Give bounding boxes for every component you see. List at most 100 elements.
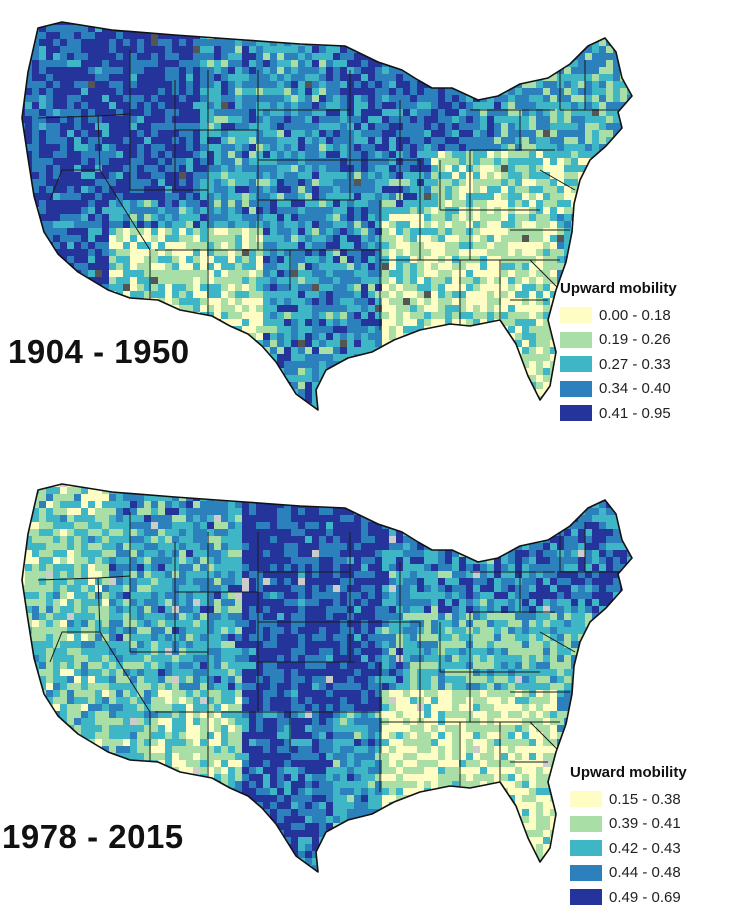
county-cell xyxy=(438,620,446,628)
us-county-choropleth-map xyxy=(21,483,633,873)
county-cell xyxy=(326,529,334,537)
county-cell xyxy=(235,88,243,96)
county-cell xyxy=(557,200,565,208)
county-cell xyxy=(361,529,369,537)
county-cell xyxy=(263,172,271,180)
county-cell xyxy=(459,228,467,236)
county-cell xyxy=(193,284,201,292)
county-cell xyxy=(340,235,348,243)
county-cell xyxy=(543,249,551,257)
county-cell xyxy=(382,151,390,159)
county-cell xyxy=(270,228,278,236)
county-cell xyxy=(130,284,138,292)
county-cell xyxy=(382,641,390,649)
county-cell xyxy=(508,116,516,124)
county-cell xyxy=(221,305,229,313)
county-cell xyxy=(214,200,222,208)
county-cell xyxy=(620,88,628,96)
county-cell xyxy=(312,88,320,96)
county-cell xyxy=(200,501,208,509)
county-cell xyxy=(466,109,474,117)
county-cell xyxy=(522,571,530,579)
county-cell xyxy=(487,284,495,292)
county-cell xyxy=(445,221,453,229)
county-cell xyxy=(417,613,425,621)
county-cell xyxy=(340,179,348,187)
county-cell xyxy=(298,326,306,334)
county-cell xyxy=(340,613,348,621)
county-cell xyxy=(501,564,509,572)
county-cell xyxy=(81,221,89,229)
county-cell xyxy=(25,571,33,579)
county-cell xyxy=(494,592,502,600)
county-cell xyxy=(326,158,334,166)
county-cell xyxy=(221,284,229,292)
county-cell xyxy=(179,207,187,215)
county-cell xyxy=(606,592,614,600)
county-cell xyxy=(487,627,495,635)
county-cell xyxy=(193,39,201,47)
county-cell xyxy=(445,606,453,614)
county-cell xyxy=(501,599,509,607)
county-cell xyxy=(508,109,516,117)
county-cell xyxy=(410,564,418,572)
county-cell xyxy=(445,277,453,285)
county-cell xyxy=(32,641,40,649)
county-cell xyxy=(312,221,320,229)
county-cell xyxy=(214,634,222,642)
county-cell xyxy=(410,571,418,579)
county-cell xyxy=(410,116,418,124)
county-cell xyxy=(410,284,418,292)
county-cell xyxy=(165,207,173,215)
county-cell xyxy=(284,95,292,103)
county-cell xyxy=(494,578,502,586)
county-cell xyxy=(480,249,488,257)
county-cell xyxy=(235,585,243,593)
county-cell xyxy=(144,564,152,572)
county-cell xyxy=(235,305,243,313)
county-cell xyxy=(403,578,411,586)
county-cell xyxy=(67,102,75,110)
county-cell xyxy=(242,81,250,89)
county-cell xyxy=(375,305,383,313)
county-cell xyxy=(179,256,187,264)
county-cell xyxy=(543,354,551,362)
county-cell xyxy=(613,571,621,579)
county-cell xyxy=(144,578,152,586)
county-cell xyxy=(417,263,425,271)
county-cell xyxy=(543,571,551,579)
county-cell xyxy=(242,634,250,642)
county-cell xyxy=(221,634,229,642)
county-cell xyxy=(396,242,404,250)
county-cell xyxy=(613,564,621,572)
county-cell xyxy=(557,599,565,607)
county-cell xyxy=(39,508,47,516)
county-cell xyxy=(88,641,96,649)
county-cell xyxy=(564,613,572,621)
county-cell xyxy=(403,95,411,103)
county-cell xyxy=(599,515,607,523)
county-cell xyxy=(396,95,404,103)
county-cell xyxy=(298,389,306,397)
county-cell xyxy=(102,536,110,544)
county-cell xyxy=(333,179,341,187)
county-cell xyxy=(298,39,306,47)
county-cell xyxy=(67,242,75,250)
county-cell xyxy=(165,620,173,628)
county-cell xyxy=(263,60,271,68)
county-cell xyxy=(263,515,271,523)
county-cell xyxy=(319,312,327,320)
county-cell xyxy=(445,186,453,194)
county-cell xyxy=(25,74,33,82)
county-cell xyxy=(305,389,313,397)
county-cell xyxy=(389,165,397,173)
county-cell xyxy=(39,214,47,222)
county-cell xyxy=(179,200,187,208)
county-cell xyxy=(403,221,411,229)
county-cell xyxy=(81,235,89,243)
county-cell xyxy=(578,60,586,68)
county-cell xyxy=(249,550,257,558)
county-cell xyxy=(354,221,362,229)
county-cell xyxy=(326,172,334,180)
county-cell xyxy=(207,193,215,201)
